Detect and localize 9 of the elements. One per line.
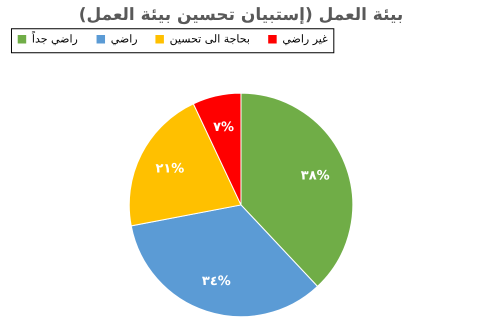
chart-title: بيئة العمل (إستبيان تحسين بيئة العمل) (78, 4, 404, 25)
legend-label: راضي جداً (32, 30, 78, 46)
legend-label: راضي (110, 32, 138, 46)
data-label: ٧% (213, 120, 234, 136)
legend-label: بحاجة الى تحسين (170, 32, 250, 46)
data-label: ٣٤% (202, 274, 231, 289)
data-label: ٣٨% (300, 168, 330, 184)
data-label: ٢١% (155, 162, 184, 177)
legend-label: غير راضي (282, 32, 328, 46)
